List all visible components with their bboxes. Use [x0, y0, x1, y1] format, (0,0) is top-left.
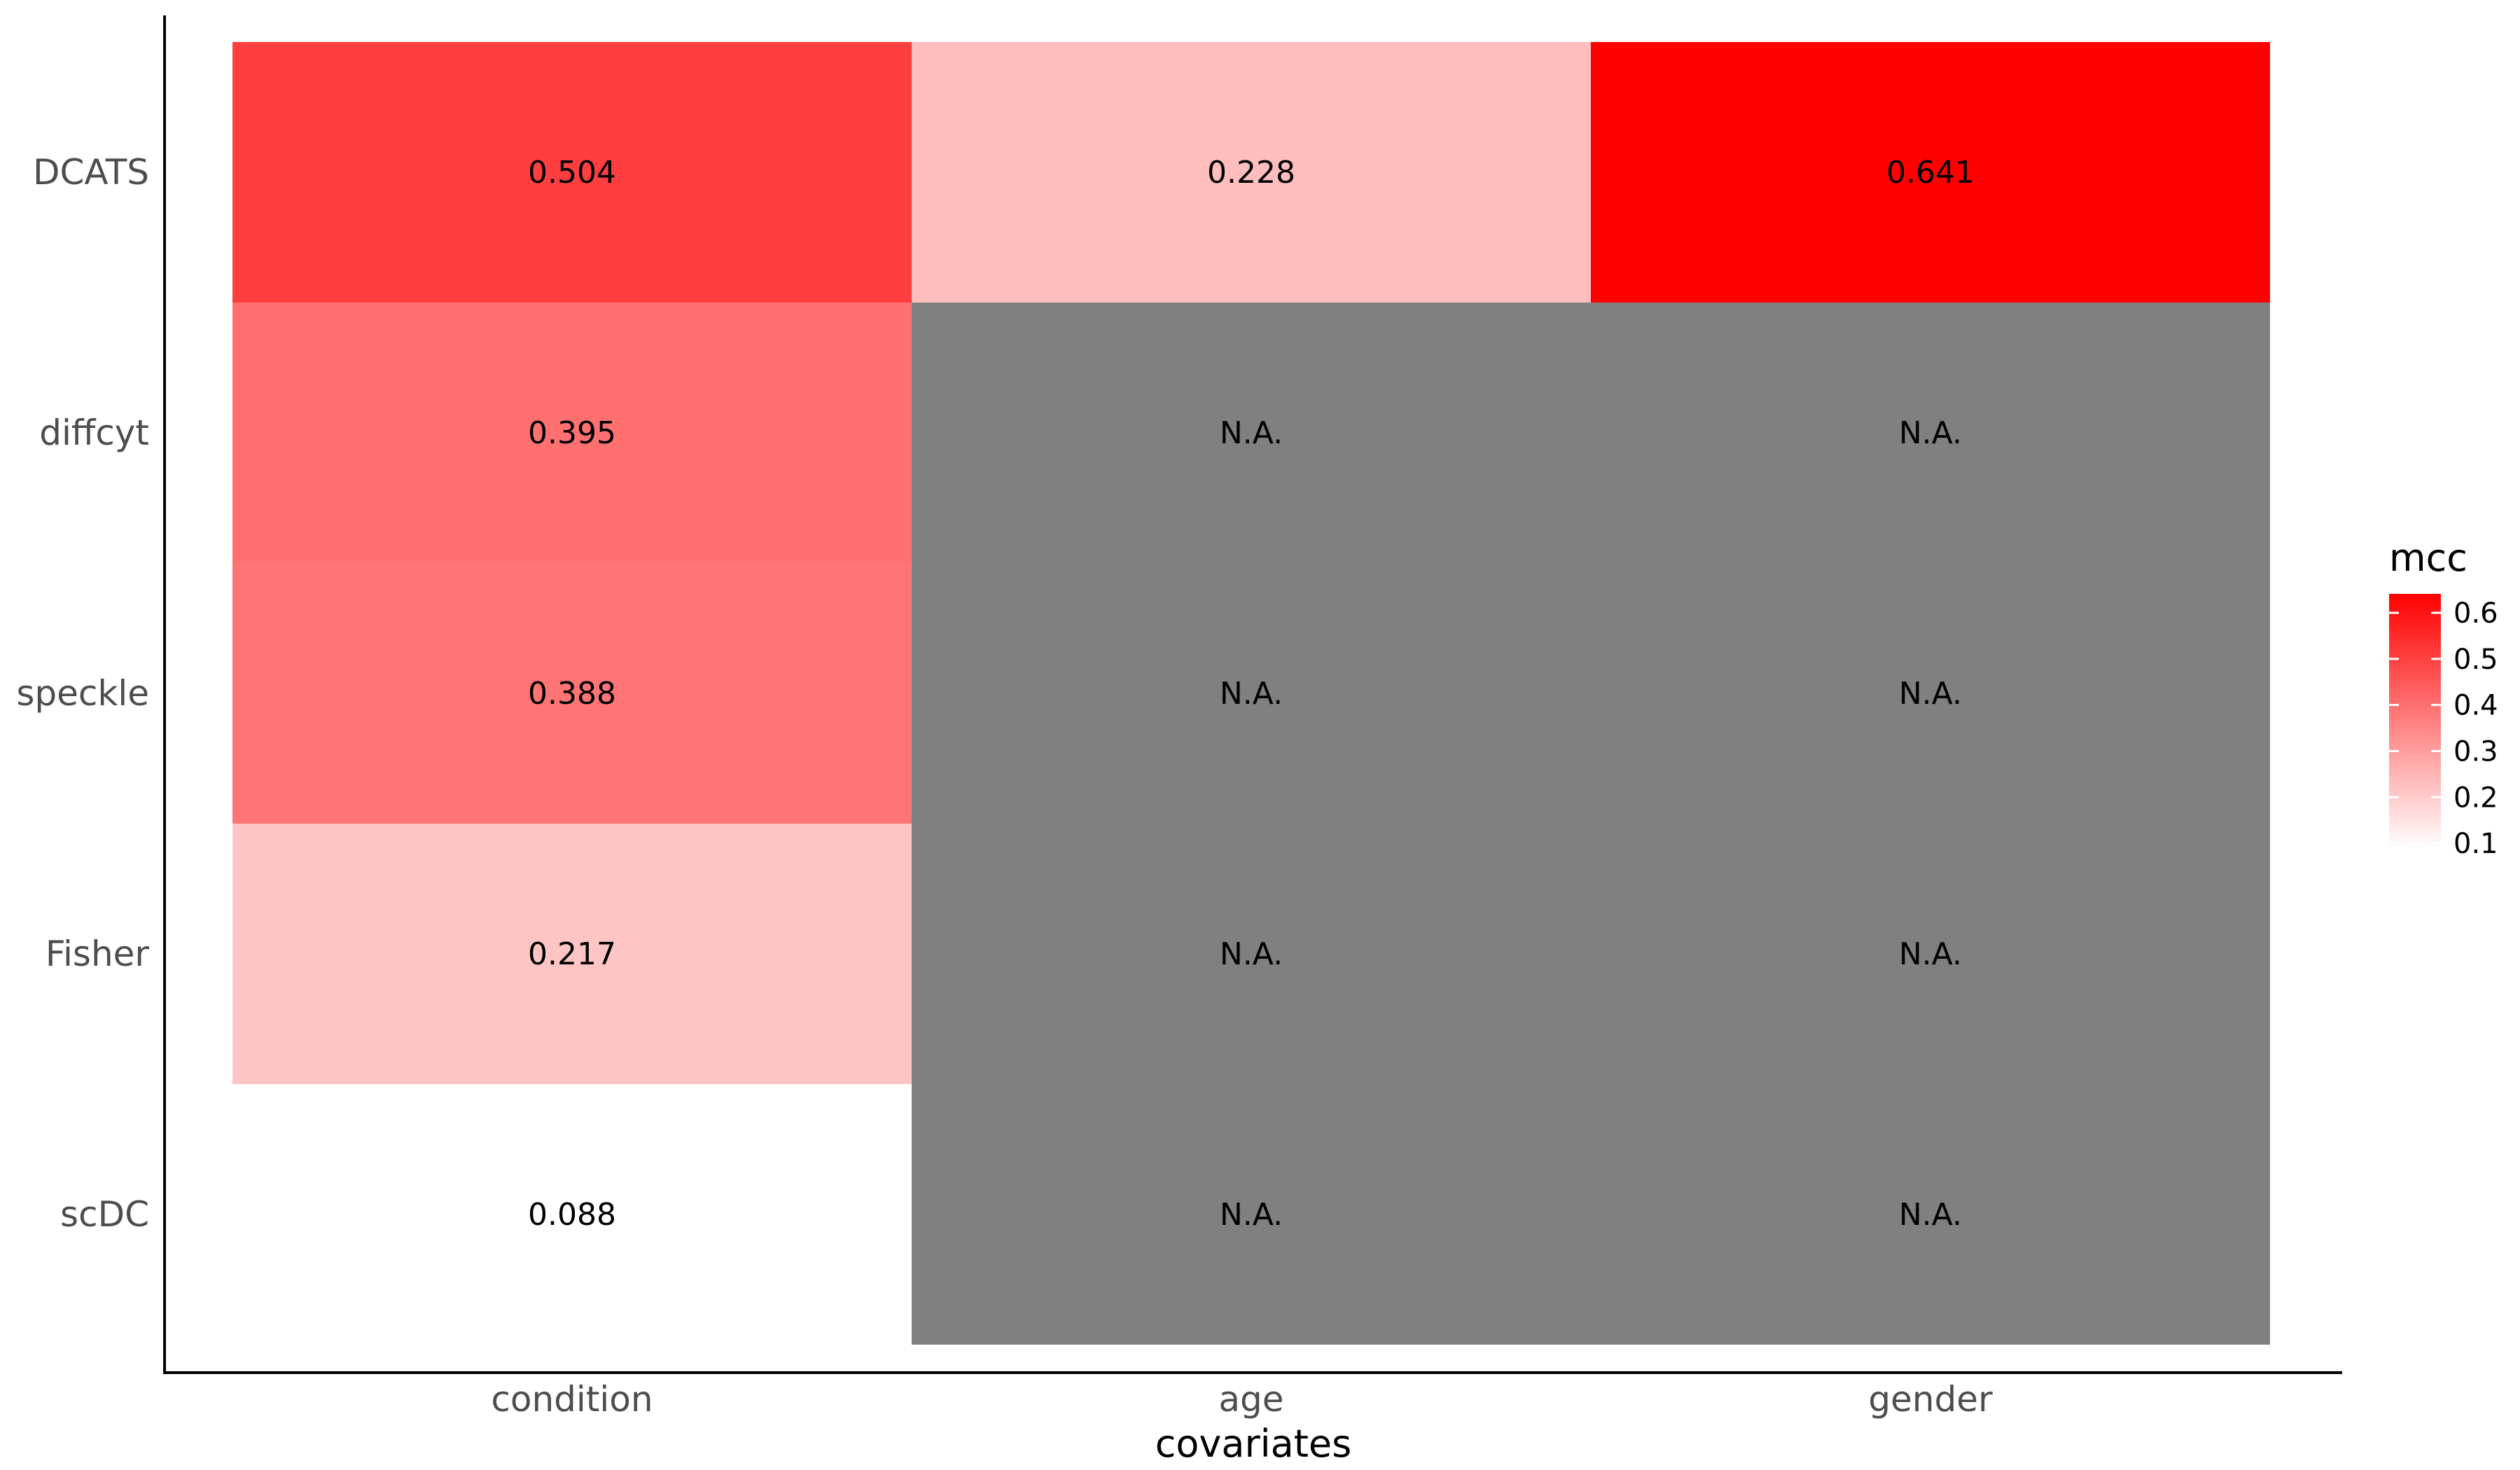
cell-label-scDC-age: N.A. [1220, 1197, 1283, 1233]
legend-ticks: 0.1 0.2 0.3 0.4 0.5 0.6 [2389, 597, 2498, 860]
legend-tick-label-4: 0.5 [2453, 644, 2498, 676]
cell-label-diffcyt-age: N.A. [1220, 415, 1283, 451]
heatmap-cell-DCATS-age [912, 42, 1591, 303]
x-axis-tick-labels: condition age gender [491, 1379, 1993, 1420]
cell-label-Fisher-condition: 0.217 [528, 936, 616, 972]
cell-label-DCATS-condition: 0.504 [528, 155, 616, 190]
heatmap-cell-speckle-age [912, 563, 1591, 824]
legend-tick-label-3: 0.4 [2453, 690, 2498, 722]
heatmap-cell-diffcyt-age [912, 303, 1591, 563]
heatmap-cell-Fisher-gender [1591, 824, 2270, 1084]
heatmap-cell-diffcyt-condition [232, 303, 912, 563]
heatmap-cell-scDC-gender [1591, 1084, 2270, 1345]
cell-label-diffcyt-gender: N.A. [1899, 415, 1962, 451]
y-tick-label-Fisher: Fisher [46, 934, 150, 974]
cell-label-speckle-gender: N.A. [1899, 676, 1962, 712]
y-tick-label-DCATS: DCATS [33, 152, 149, 193]
cell-label-DCATS-age: 0.228 [1207, 155, 1295, 190]
heatmap-cell-Fisher-age [912, 824, 1591, 1084]
y-tick-label-speckle: speckle [16, 673, 149, 714]
heatmap-cell-Fisher-condition [232, 824, 912, 1084]
heatmap-cell-diffcyt-gender [1591, 303, 2270, 563]
x-tick-label-condition: condition [491, 1379, 653, 1420]
cell-label-speckle-age: N.A. [1220, 676, 1283, 712]
heatmap-cell-DCATS-gender [1591, 42, 2270, 303]
cell-label-scDC-gender: N.A. [1899, 1197, 1962, 1233]
heatmap-cells [232, 42, 2270, 1345]
legend: mcc 0.1 0.2 0.3 0.4 0.5 0.6 [2389, 536, 2498, 860]
legend-tick-label-1: 0.2 [2453, 782, 2498, 814]
cell-label-diffcyt-condition: 0.395 [528, 415, 616, 451]
heatmap-cell-speckle-condition [232, 563, 912, 824]
heatmap-cell-speckle-gender [1591, 563, 2270, 824]
legend-tick-label-2: 0.3 [2453, 735, 2498, 768]
cell-label-DCATS-gender: 0.641 [1886, 155, 1975, 190]
heatmap-cell-scDC-age [912, 1084, 1591, 1345]
x-axis-title: covariates [1155, 1422, 1352, 1466]
cell-label-scDC-condition: 0.088 [528, 1197, 616, 1233]
cell-label-Fisher-gender: N.A. [1899, 936, 1962, 972]
y-tick-label-scDC: scDC [60, 1194, 149, 1235]
heatmap-cell-labels: 0.504 0.228 0.641 0.395 N.A. N.A. 0.388 N.A. N.A… [528, 155, 1975, 1233]
legend-colorbar [2389, 594, 2441, 849]
y-axis-tick-labels: DCATS diffcyt speckle Fisher scDC [16, 152, 149, 1235]
x-tick-label-age: age [1218, 1379, 1283, 1420]
heatmap-cell-scDC-condition [232, 1084, 912, 1345]
legend-tick-label-0: 0.1 [2453, 828, 2498, 860]
x-tick-label-gender: gender [1868, 1379, 1993, 1420]
legend-title: mcc [2389, 536, 2467, 580]
heatmap-cell-DCATS-condition [232, 42, 912, 303]
legend-tick-label-5: 0.6 [2453, 597, 2498, 630]
cell-label-speckle-condition: 0.388 [528, 676, 616, 712]
cell-label-Fisher-age: N.A. [1220, 936, 1283, 972]
y-tick-label-diffcyt: diffcyt [39, 412, 149, 453]
